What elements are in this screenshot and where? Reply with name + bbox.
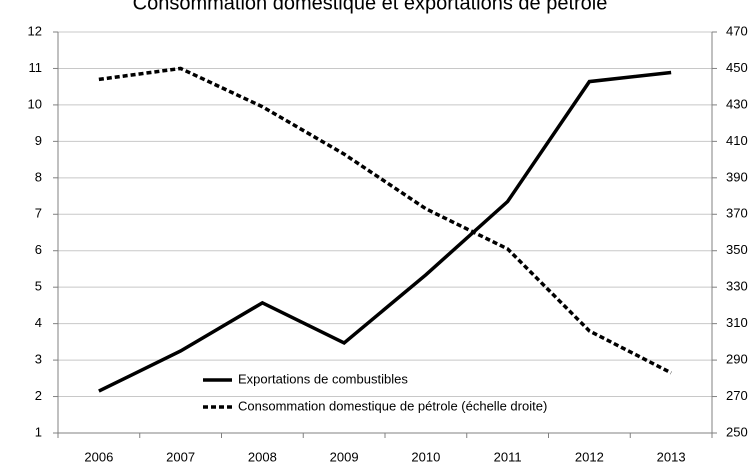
y2-tick-label: 390 <box>726 169 748 184</box>
chart-title: Consommation domestique et exportations … <box>133 0 608 14</box>
legend-label: Exportations de combustibles <box>238 371 408 386</box>
y-tick-label: 11 <box>29 60 43 75</box>
y2-tick-label: 470 <box>726 23 748 38</box>
x-tick-label: 2009 <box>330 449 359 464</box>
y2-tick-label: 330 <box>726 279 748 294</box>
y2-tick-label: 450 <box>726 60 748 75</box>
x-tick-label: 2012 <box>575 449 604 464</box>
y-tick-label: 7 <box>35 206 42 221</box>
y2-tick-label: 270 <box>726 388 748 403</box>
legend-label: Consommation domestique de pétrole (éche… <box>238 398 547 413</box>
series-line <box>98 66 672 375</box>
y2-tick-label: 410 <box>726 133 748 148</box>
x-tick-label: 2008 <box>248 449 277 464</box>
y-tick-label: 10 <box>28 96 42 111</box>
y2-tick-label: 290 <box>726 352 748 367</box>
x-tick-label: 2010 <box>411 449 440 464</box>
x-tick-label: 2013 <box>657 449 686 464</box>
y2-tick-label: 310 <box>726 315 748 330</box>
y-tick-label: 5 <box>35 279 42 294</box>
y2-tick-label: 370 <box>726 206 748 221</box>
y-tick-label: 6 <box>35 242 42 257</box>
y2-tick-label: 250 <box>726 424 748 439</box>
series-line <box>98 70 672 393</box>
x-tick-label: 2007 <box>166 449 195 464</box>
y-tick-label: 3 <box>35 352 42 367</box>
y2-tick-label: 430 <box>726 96 748 111</box>
y-tick-label: 12 <box>28 23 42 38</box>
y-tick-label: 4 <box>35 315 42 330</box>
y-tick-label: 2 <box>35 388 42 403</box>
x-tick-label: 2011 <box>494 449 522 464</box>
y-tick-label: 8 <box>35 169 42 184</box>
x-tick-label: 2006 <box>84 449 113 464</box>
y-tick-label: 9 <box>35 133 42 148</box>
y2-tick-label: 350 <box>726 242 748 257</box>
y-tick-label: 1 <box>35 424 42 439</box>
